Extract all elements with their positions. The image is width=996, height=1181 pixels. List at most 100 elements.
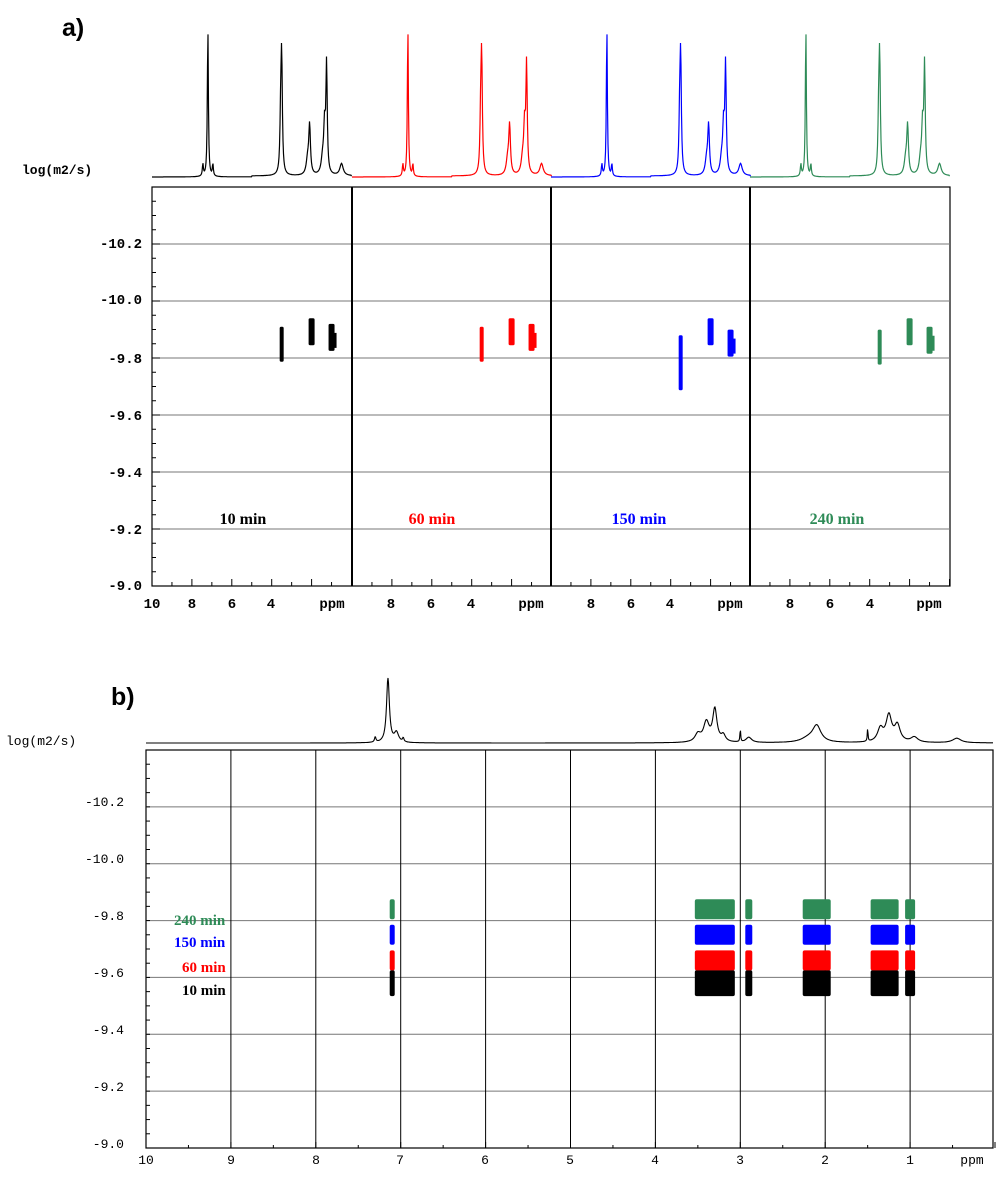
spectrum-trace bbox=[152, 34, 353, 178]
x-tick-label: 7 bbox=[396, 1153, 404, 1168]
diffusion-signal bbox=[694, 924, 735, 945]
panel-a-y-tick-labels: -10.2 -10.0 -9.8 -9.6 -9.4 -9.2 -9.0 bbox=[100, 237, 142, 595]
spectrum-trace bbox=[352, 34, 553, 178]
diffusion-signal bbox=[905, 924, 916, 945]
diffusion-signal bbox=[694, 970, 735, 997]
panel-b-label: b) bbox=[111, 683, 135, 711]
diffusion-signal bbox=[328, 323, 335, 351]
time-label-60-min: 60 min bbox=[409, 511, 456, 528]
y-tick-label: -9.2 bbox=[108, 523, 142, 539]
x-tick-label: 1 bbox=[906, 1153, 914, 1168]
diffusion-signal bbox=[389, 970, 395, 997]
diffusion-signal bbox=[870, 899, 899, 920]
diffusion-signal bbox=[802, 950, 831, 971]
diffusion-signal bbox=[926, 326, 933, 354]
y-tick-label: -9.2 bbox=[93, 1080, 124, 1095]
x-tick-label: 6 bbox=[826, 597, 834, 613]
y-tick-label: -9.6 bbox=[108, 409, 142, 425]
panel-a-y-ticks bbox=[152, 186, 160, 573]
y-tick-label: -10.0 bbox=[85, 852, 124, 867]
diffusion-signal bbox=[389, 899, 395, 920]
x-tick-label: ppm bbox=[319, 597, 344, 613]
x-tick-label: 4 bbox=[267, 597, 275, 613]
y-tick-label: -10.2 bbox=[85, 795, 124, 810]
diffusion-signal bbox=[694, 899, 735, 920]
diffusion-signal bbox=[802, 899, 831, 920]
diffusion-signal bbox=[745, 899, 753, 920]
diffusion-signal bbox=[905, 899, 916, 920]
diffusion-signal bbox=[877, 329, 882, 365]
diffusion-signal bbox=[870, 924, 899, 945]
panel-a-y-axis-label: log(m2/s) bbox=[22, 163, 92, 178]
panel-b-y-axis-label: log(m2/s) bbox=[6, 734, 76, 749]
panel-b: b) log(m2/s) -10.2 -10.0 -9.8 -9.6 -9.4 … bbox=[6, 677, 996, 1168]
diffusion-signal bbox=[694, 950, 735, 971]
x-tick-label: 5 bbox=[566, 1153, 574, 1168]
diffusion-signal bbox=[707, 318, 714, 346]
legend-label-240-min: 240 min bbox=[174, 913, 226, 929]
spectrum-trace bbox=[750, 34, 951, 178]
x-tick-label: 8 bbox=[312, 1153, 320, 1168]
x-tick-label: ppm bbox=[960, 1153, 984, 1168]
x-tick-label: 8 bbox=[786, 597, 794, 613]
diffusion-signal bbox=[906, 318, 913, 346]
diffusion-signal bbox=[308, 318, 315, 346]
panel-b-grid bbox=[146, 750, 993, 1148]
panel-b-diffusion-signals bbox=[389, 899, 916, 997]
diffusion-signal bbox=[678, 335, 683, 391]
panel-a-label: a) bbox=[62, 14, 84, 42]
y-tick-label: -9.8 bbox=[108, 352, 142, 368]
diffusion-signal bbox=[389, 924, 395, 945]
x-tick-label: 8 bbox=[188, 597, 196, 613]
panel-b-spectrum bbox=[146, 677, 993, 744]
x-tick-label: 2 bbox=[821, 1153, 829, 1168]
time-label-150-min: 150 min bbox=[612, 511, 667, 528]
x-tick-label: 8 bbox=[587, 597, 595, 613]
x-tick-label: 9 bbox=[227, 1153, 235, 1168]
y-tick-label: -10.0 bbox=[100, 293, 142, 309]
panel-b-x-tick-labels: 10 9 8 7 6 5 4 3 2 1 ppm bbox=[138, 1153, 984, 1168]
y-tick-label: -9.0 bbox=[108, 579, 142, 595]
legend-label-10-min: 10 min bbox=[182, 983, 226, 999]
diffusion-signal bbox=[389, 950, 395, 971]
x-tick-label: 10 bbox=[138, 1153, 154, 1168]
diffusion-signal bbox=[279, 326, 284, 362]
x-tick-label: 4 bbox=[666, 597, 674, 613]
panel-b-y-ticks bbox=[146, 749, 150, 1135]
x-tick-label: 6 bbox=[228, 597, 236, 613]
y-tick-label: -9.8 bbox=[93, 909, 124, 924]
time-label-10-min: 10 min bbox=[220, 511, 267, 528]
diffusion-signal bbox=[745, 970, 753, 997]
diffusion-signal bbox=[905, 970, 916, 997]
y-tick-label: -9.0 bbox=[93, 1137, 124, 1152]
legend-label-150-min: 150 min bbox=[174, 935, 226, 951]
x-tick-label: 4 bbox=[651, 1153, 659, 1168]
diffusion-signal bbox=[745, 950, 753, 971]
panel-b-x-ticks bbox=[145, 1142, 996, 1148]
x-tick-label: 3 bbox=[736, 1153, 744, 1168]
diffusion-signal bbox=[727, 329, 734, 357]
legend-label-60-min: 60 min bbox=[182, 960, 226, 976]
panel-a-diffusion-signals bbox=[279, 318, 935, 391]
x-tick-label: 4 bbox=[866, 597, 874, 613]
diffusion-signal bbox=[870, 970, 899, 997]
x-tick-label: 4 bbox=[467, 597, 475, 613]
spectrum-trace bbox=[146, 677, 993, 744]
diffusion-signal bbox=[533, 332, 537, 348]
diffusion-signal bbox=[802, 970, 831, 997]
diffusion-signal bbox=[333, 332, 337, 348]
panel-a: a) log(m2/s) -10.2 -10.0 -9.8 -9.6 -9.4 … bbox=[22, 14, 951, 613]
panel-a-spectra bbox=[152, 34, 951, 178]
time-label-240-min: 240 min bbox=[810, 511, 865, 528]
diffusion-signal bbox=[528, 323, 535, 351]
diffusion-signal bbox=[870, 950, 899, 971]
diffusion-signal bbox=[479, 326, 484, 362]
y-tick-label: -9.6 bbox=[93, 966, 124, 981]
y-tick-label: -10.2 bbox=[100, 237, 142, 253]
diffusion-signal bbox=[931, 335, 935, 351]
panel-a-x-ticks bbox=[151, 579, 950, 586]
panel-a-grid bbox=[152, 243, 950, 530]
spectrum-trace bbox=[551, 34, 752, 178]
x-tick-label: 6 bbox=[427, 597, 435, 613]
